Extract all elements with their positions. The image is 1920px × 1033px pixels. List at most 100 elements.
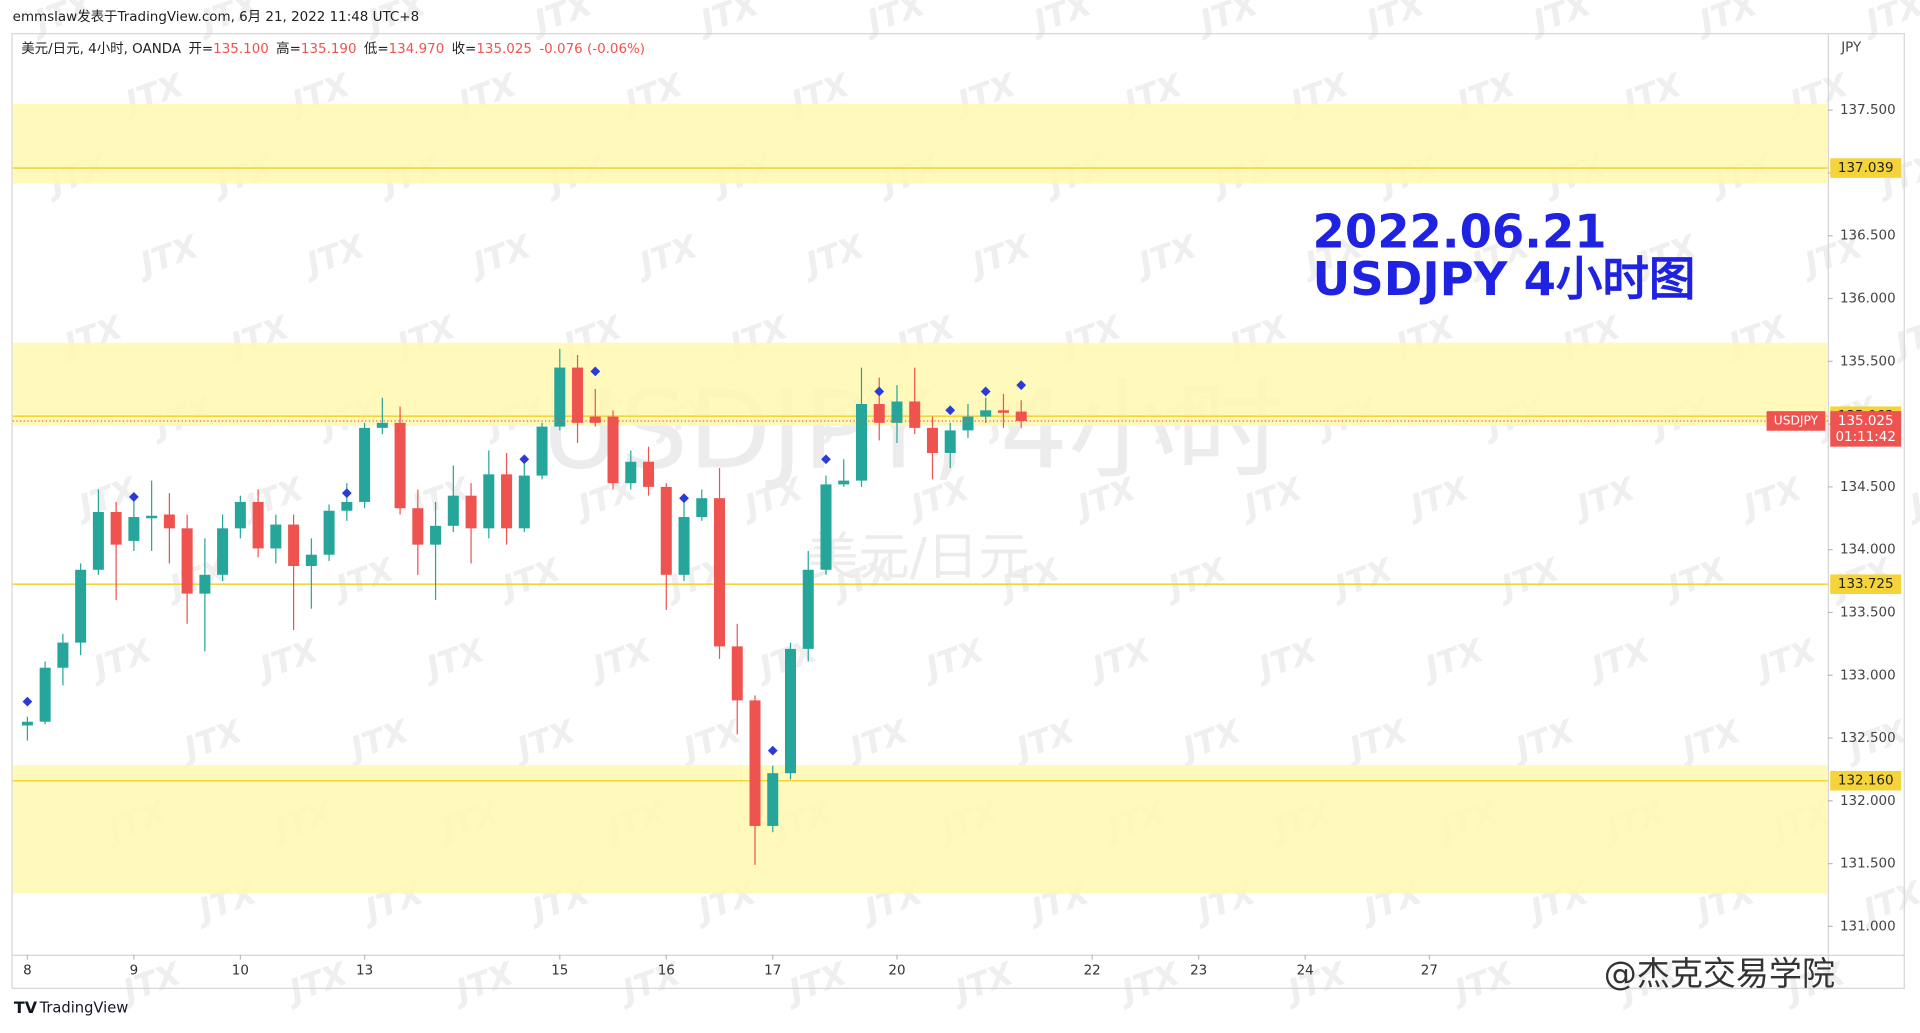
- candle-body: [784, 648, 797, 774]
- candle-body: [501, 474, 513, 529]
- x-tick-label: 27: [1421, 964, 1438, 979]
- y-tick-label: 136.500: [1840, 229, 1896, 244]
- candle-body: [75, 569, 87, 643]
- legend-change: -0.076 (-0.06%): [539, 42, 645, 57]
- candle-body: [589, 416, 601, 423]
- legend-key: 低=: [364, 41, 389, 57]
- candle-body: [252, 501, 264, 549]
- level-label: 132.160: [1838, 774, 1894, 789]
- candle-body: [92, 512, 104, 570]
- candle-body: [199, 574, 211, 594]
- y-tick-label: 134.000: [1840, 543, 1896, 558]
- level-label: 133.725: [1838, 577, 1894, 592]
- x-tick-label: 15: [551, 964, 568, 979]
- signal: [519, 454, 530, 465]
- candle-body: [181, 528, 193, 594]
- legend-value: 135.025: [476, 42, 532, 57]
- candle-body: [305, 554, 317, 567]
- signal: [22, 696, 33, 707]
- signal: [821, 454, 831, 465]
- x-tick-label: 23: [1190, 964, 1207, 979]
- candle-body: [625, 461, 637, 484]
- candle-body: [802, 569, 814, 649]
- candle-body: [21, 721, 33, 726]
- candle-body: [57, 642, 69, 668]
- symbol-label: USDJPY: [1774, 413, 1819, 427]
- x-tick-label: 22: [1084, 964, 1101, 979]
- candle-body: [376, 422, 388, 428]
- brand: TradingView: [39, 1000, 129, 1017]
- y-tick-label: 137.500: [1840, 103, 1896, 118]
- candle-body: [359, 427, 371, 502]
- chart-frame: [11, 33, 1905, 989]
- y-tick-label: 131.000: [1840, 919, 1896, 934]
- signal: [767, 745, 778, 756]
- level-box: [1830, 574, 1902, 595]
- signal: [874, 386, 885, 397]
- y-tick-label: 132.000: [1840, 794, 1896, 809]
- candle-body: [607, 416, 619, 484]
- candle-body: [234, 501, 246, 529]
- countdown: 01:11:42: [1835, 430, 1895, 445]
- y-tick-label: 132.500: [1840, 731, 1896, 746]
- legend-value: 135.190: [301, 42, 357, 57]
- candle-body: [696, 498, 708, 518]
- candle-body: [554, 367, 566, 427]
- signal: [341, 488, 352, 499]
- legend-key: 收=: [452, 41, 477, 57]
- x-tick-label: 24: [1297, 964, 1314, 979]
- x-tick-label: 20: [888, 964, 905, 979]
- signal: [945, 405, 956, 416]
- legend-value: 134.970: [389, 42, 445, 57]
- candle-body: [412, 508, 424, 545]
- candle-body: [926, 427, 938, 453]
- candle-body: [962, 416, 974, 431]
- candle-body: [909, 401, 921, 428]
- last-price-label: 135.025: [1838, 414, 1894, 429]
- candle-body: [110, 512, 122, 545]
- candle-body: [341, 501, 353, 511]
- x-tick-label: 13: [356, 964, 373, 979]
- candle-body: [217, 528, 229, 575]
- candle-body: [980, 410, 992, 417]
- level-box: [1830, 158, 1902, 178]
- candle-body: [39, 667, 51, 722]
- candle-body: [838, 480, 850, 485]
- candle-body: [997, 410, 1009, 413]
- brand-logo: TV: [14, 998, 38, 1017]
- level-box: [1830, 770, 1902, 791]
- y-tick-label: 133.500: [1840, 605, 1896, 620]
- candle-body: [270, 524, 282, 549]
- annotation: USDJPY 4小时图: [1312, 252, 1695, 306]
- candle-body: [572, 367, 584, 423]
- candle-body: [767, 773, 779, 826]
- candle-body: [430, 525, 442, 545]
- candle-body: [483, 474, 495, 529]
- candle-body: [1015, 411, 1027, 421]
- candle-body: [855, 404, 867, 481]
- x-tick-label: 16: [658, 964, 675, 979]
- y-axis-unit: JPY: [1840, 41, 1862, 56]
- candle-body: [944, 430, 956, 453]
- x-tick-label: 8: [23, 964, 32, 979]
- candle-body: [128, 517, 140, 541]
- publisher: emmslaw发表于TradingView.com, 6月 21, 2022 1…: [13, 9, 419, 25]
- signal: [980, 386, 991, 397]
- legend: 美元/日元, 4小时, OANDA 开=135.100 高=135.190 低=134…: [21, 40, 645, 57]
- candle-body: [678, 517, 690, 575]
- y-tick-label: 133.000: [1840, 668, 1896, 683]
- candle-body: [660, 486, 672, 575]
- candle-body: [518, 475, 530, 529]
- candle-body: [146, 515, 158, 519]
- last-price-box: [1830, 411, 1902, 447]
- legend-key: 高=: [276, 40, 301, 57]
- candle-body: [714, 498, 726, 647]
- candle-body: [820, 484, 832, 570]
- zone: [12, 103, 1828, 184]
- y-tick-label: 136.000: [1840, 292, 1896, 307]
- candle-body: [891, 401, 903, 423]
- signal: [1016, 380, 1027, 391]
- level-label: 137.039: [1838, 161, 1894, 176]
- x-tick-label: 9: [130, 964, 139, 979]
